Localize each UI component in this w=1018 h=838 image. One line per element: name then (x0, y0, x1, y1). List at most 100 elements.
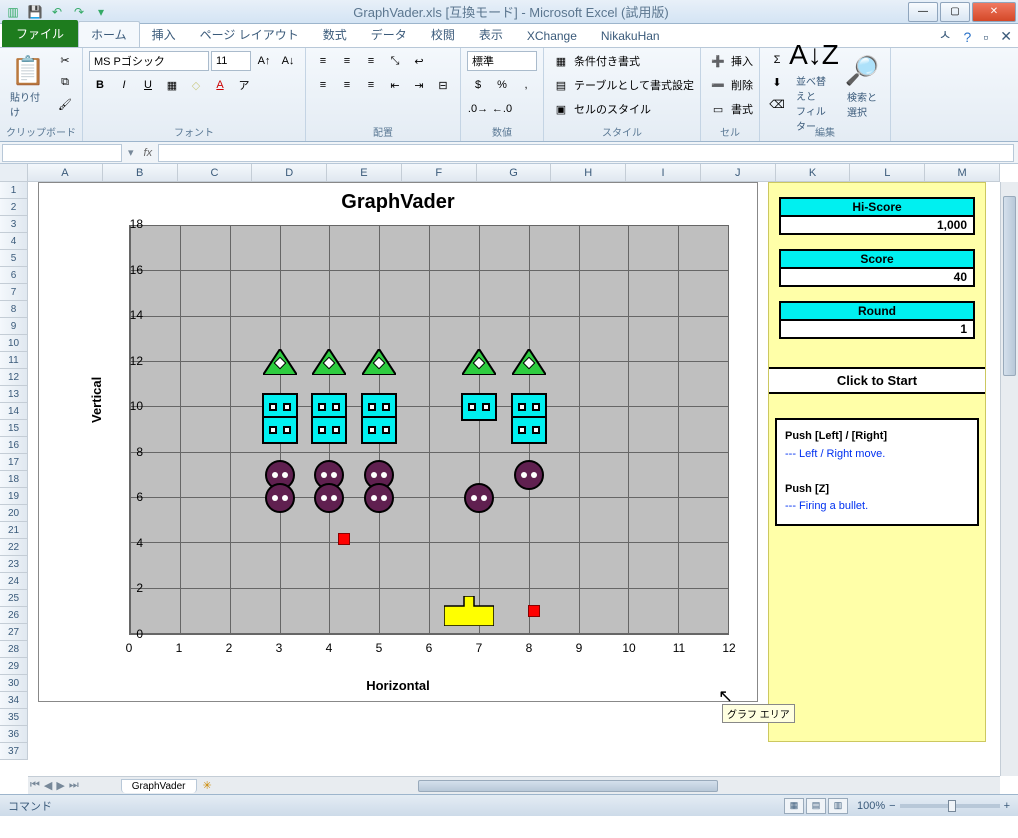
decrease-indent-icon[interactable]: ⇤ (384, 75, 406, 95)
zoom-in-icon[interactable]: + (1004, 800, 1010, 812)
column-header[interactable]: K (776, 164, 851, 182)
namebox-dropdown-icon[interactable]: ▾ (124, 146, 138, 159)
column-header[interactable]: H (551, 164, 626, 182)
tab-formulas[interactable]: 数式 (311, 22, 359, 47)
underline-button[interactable]: U (137, 75, 159, 95)
row-header[interactable]: 12 (0, 369, 28, 386)
row-header[interactable]: 27 (0, 624, 28, 641)
increase-indent-icon[interactable]: ⇥ (408, 75, 430, 95)
tab-nikakuhan[interactable]: NikakuHan (589, 25, 672, 47)
column-header[interactable]: G (477, 164, 552, 182)
column-header[interactable]: B (103, 164, 178, 182)
close-button[interactable]: ✕ (972, 2, 1016, 22)
row-header[interactable]: 16 (0, 437, 28, 454)
row-header[interactable]: 8 (0, 301, 28, 318)
find-select-button[interactable]: 🔎 検索と 選択 (840, 50, 884, 122)
view-normal-icon[interactable]: ▦ (784, 798, 804, 814)
column-header[interactable]: I (626, 164, 701, 182)
redo-icon[interactable]: ↷ (70, 3, 88, 21)
sheet-nav-last-icon[interactable]: ⏭ (67, 779, 81, 792)
cell-styles-label[interactable]: セルのスタイル (574, 101, 651, 117)
tab-data[interactable]: データ (359, 22, 419, 47)
row-header[interactable]: 25 (0, 590, 28, 607)
scroll-thumb[interactable] (1003, 196, 1016, 376)
delete-cells-label[interactable]: 削除 (731, 77, 753, 93)
cell-styles-icon[interactable]: ▣ (550, 99, 572, 119)
sheet-nav-first-icon[interactable]: ⏮ (28, 779, 42, 792)
row-header[interactable]: 28 (0, 641, 28, 658)
row-header[interactable]: 10 (0, 335, 28, 352)
column-header[interactable]: M (925, 164, 1000, 182)
zoom-slider[interactable] (900, 804, 1000, 808)
help-icon[interactable]: ? (958, 27, 978, 47)
scroll-thumb[interactable] (418, 780, 718, 792)
conditional-format-icon[interactable]: ▦ (550, 51, 572, 71)
align-top-icon[interactable]: ≡ (312, 51, 334, 71)
format-table-icon[interactable]: ▤ (550, 75, 572, 95)
comma-icon[interactable]: , (515, 75, 537, 95)
maximize-button[interactable]: ▢ (940, 2, 970, 22)
row-header[interactable]: 22 (0, 539, 28, 556)
column-header[interactable]: F (402, 164, 477, 182)
view-pagebreak-icon[interactable]: ▥ (828, 798, 848, 814)
cut-icon[interactable]: ✂ (54, 50, 76, 70)
sheet-nav-next-icon[interactable]: ▶ (54, 779, 66, 792)
zoom-control[interactable]: 100% − + (857, 800, 1010, 812)
currency-icon[interactable]: $ (467, 75, 489, 95)
row-header[interactable]: 4 (0, 233, 28, 250)
tab-file[interactable]: ファイル (2, 20, 78, 47)
cond-format-label[interactable]: 条件付き書式 (574, 53, 640, 69)
align-center-icon[interactable]: ≡ (336, 75, 358, 95)
column-header[interactable]: L (850, 164, 925, 182)
row-header[interactable]: 5 (0, 250, 28, 267)
row-header[interactable]: 24 (0, 573, 28, 590)
tab-page-layout[interactable]: ページ レイアウト (188, 22, 311, 47)
view-layout-icon[interactable]: ▤ (806, 798, 826, 814)
row-header[interactable]: 17 (0, 454, 28, 471)
align-left-icon[interactable]: ≡ (312, 75, 334, 95)
new-sheet-icon[interactable]: ✳ (197, 779, 218, 792)
tab-xchange[interactable]: XChange (515, 25, 589, 47)
column-header[interactable]: C (178, 164, 253, 182)
align-right-icon[interactable]: ≡ (360, 75, 382, 95)
row-header[interactable]: 30 (0, 675, 28, 692)
name-box[interactable] (2, 144, 122, 162)
bold-button[interactable]: B (89, 75, 111, 95)
font-name-select[interactable]: MS Pゴシック (89, 51, 209, 71)
row-header[interactable]: 11 (0, 352, 28, 369)
clear-icon[interactable]: ⌫ (766, 94, 788, 114)
align-bottom-icon[interactable]: ≡ (360, 51, 382, 71)
italic-button[interactable]: I (113, 75, 135, 95)
decrease-decimal-icon[interactable]: ←.0 (491, 99, 513, 119)
format-cells-icon[interactable]: ▭ (707, 99, 729, 119)
undo-icon[interactable]: ↶ (48, 3, 66, 21)
row-header[interactable]: 1 (0, 182, 28, 199)
row-header[interactable]: 14 (0, 403, 28, 420)
row-header[interactable]: 2 (0, 199, 28, 216)
row-header[interactable]: 23 (0, 556, 28, 573)
minimize-button[interactable]: — (908, 2, 938, 22)
row-header[interactable]: 18 (0, 471, 28, 488)
row-header[interactable]: 9 (0, 318, 28, 335)
row-header[interactable]: 34 (0, 692, 28, 709)
column-header[interactable]: E (327, 164, 402, 182)
fill-color-icon[interactable]: ◇ (185, 75, 207, 95)
horizontal-scrollbar[interactable]: ⏮ ◀ ▶ ⏭ GraphVader ✳ (28, 776, 1000, 794)
row-header[interactable]: 21 (0, 522, 28, 539)
qat-dropdown-icon[interactable]: ▾ (92, 3, 110, 21)
paste-button[interactable]: 📋 貼り付け (6, 50, 50, 122)
tab-insert[interactable]: 挿入 (140, 22, 188, 47)
window-restore-icon[interactable]: ▫ (977, 27, 994, 47)
number-format-select[interactable]: 標準 (467, 51, 537, 71)
save-icon[interactable]: 💾 (26, 3, 44, 21)
embedded-chart[interactable]: GraphVader Vertical Horizontal 012345678… (38, 182, 758, 702)
format-table-label[interactable]: テーブルとして書式設定 (574, 77, 694, 93)
row-header[interactable]: 37 (0, 743, 28, 760)
row-header[interactable]: 26 (0, 607, 28, 624)
align-middle-icon[interactable]: ≡ (336, 51, 358, 71)
ribbon-minimize-icon[interactable]: ㅅ (933, 23, 958, 47)
row-header[interactable]: 35 (0, 709, 28, 726)
cells[interactable]: GraphVader Vertical Horizontal 012345678… (28, 182, 1000, 776)
insert-cells-label[interactable]: 挿入 (731, 53, 753, 69)
format-cells-label[interactable]: 書式 (731, 101, 753, 117)
